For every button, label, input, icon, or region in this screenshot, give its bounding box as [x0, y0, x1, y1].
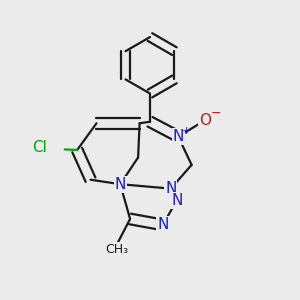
Text: N: N: [165, 181, 176, 196]
Text: CH₃: CH₃: [106, 243, 129, 256]
Text: N: N: [157, 218, 169, 232]
Text: O: O: [199, 113, 211, 128]
Text: Cl: Cl: [33, 140, 47, 155]
Text: N: N: [171, 193, 182, 208]
Text: N: N: [172, 129, 184, 144]
Text: N: N: [115, 177, 126, 192]
Text: +: +: [182, 126, 191, 136]
Text: −: −: [211, 107, 221, 120]
